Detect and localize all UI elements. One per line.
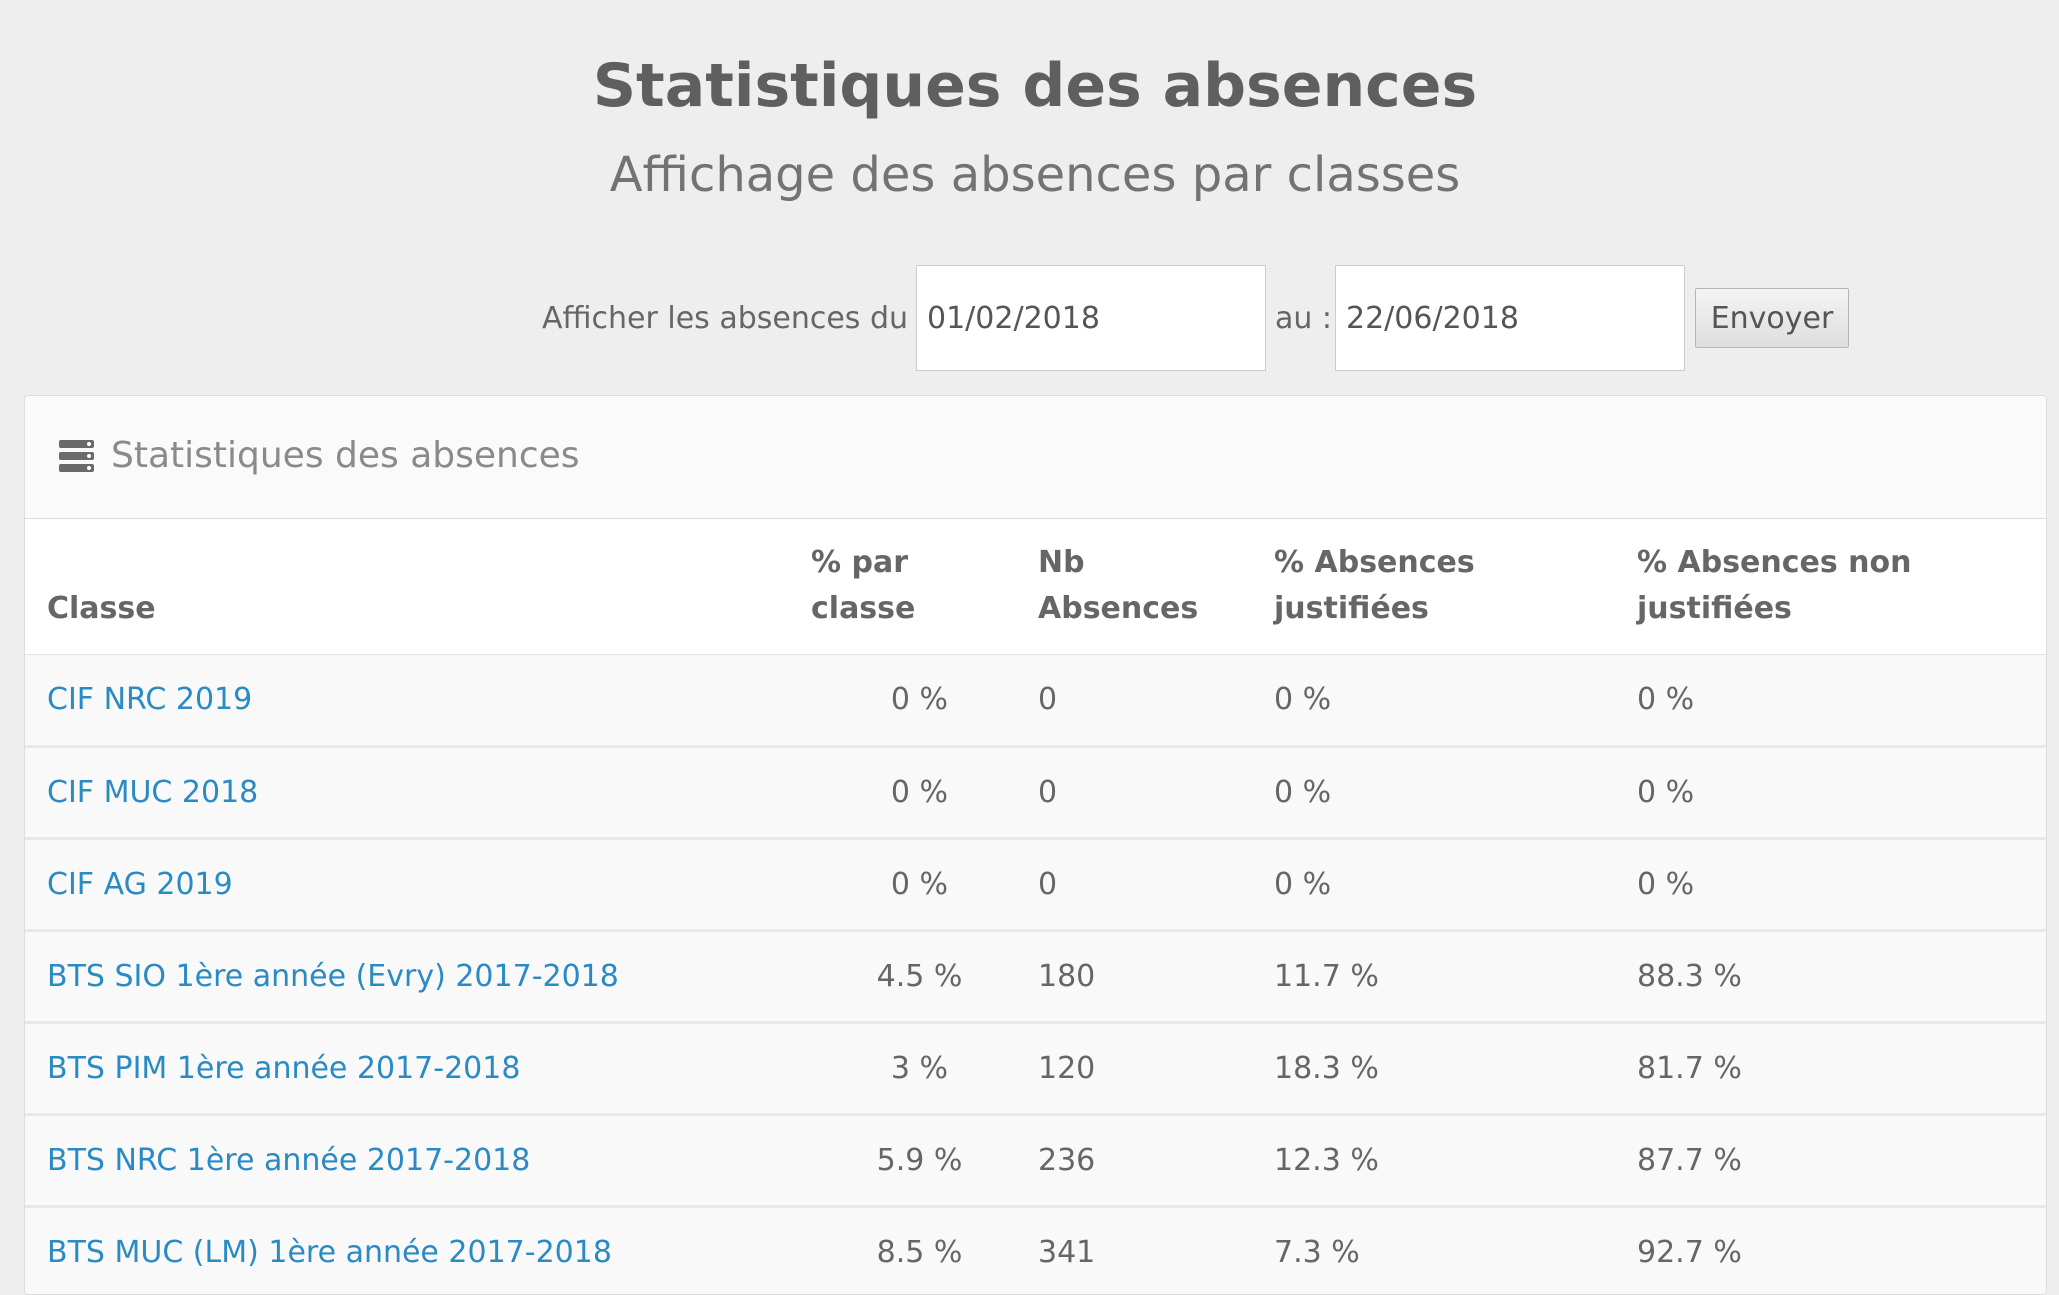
cell-nb-absences: 0 — [1038, 746, 1274, 840]
cell-pct-non-justifiees: 0 % — [1637, 746, 2046, 840]
cell-pct-non-justifiees: 87.7 % — [1637, 1114, 2046, 1208]
header-absences-justifiees[interactable]: % Absences justifiées — [1274, 519, 1637, 655]
header-just-line2: justifiées — [1274, 590, 1429, 626]
class-link[interactable]: BTS PIM 1ère année 2017-2018 — [47, 1050, 521, 1086]
header-just-line1: % Absences — [1274, 544, 1475, 580]
table-row: BTS SIO 1ère année (Evry) 2017-2018 4.5 … — [25, 930, 2046, 1024]
header-absences-non-justifiees[interactable]: % Absences non justifiées — [1637, 519, 2046, 655]
table-row: BTS MUC (LM) 1ère année 2017-2018 8.5 % … — [25, 1206, 2046, 1294]
header-non-just-label: % Absences non justifiées — [1637, 544, 1912, 626]
class-link[interactable]: BTS MUC (LM) 1ère année 2017-2018 — [47, 1234, 612, 1270]
cell-nb-absences: 341 — [1038, 1206, 1274, 1294]
panel-heading: Statistiques des absences — [25, 396, 2046, 519]
cell-pct-classe: 0 % — [811, 838, 1038, 932]
statistics-table: Classe % par classe Nb Absences % Absenc… — [25, 519, 2046, 1294]
cell-pct-justifiees: 18.3 % — [1274, 1022, 1637, 1116]
class-link[interactable]: CIF MUC 2018 — [47, 774, 259, 810]
cell-pct-non-justifiees: 81.7 % — [1637, 1022, 2046, 1116]
header-pct-classe-line2: classe — [811, 590, 916, 626]
cell-pct-non-justifiees: 88.3 % — [1637, 930, 2046, 1024]
cell-pct-justifiees: 7.3 % — [1274, 1206, 1637, 1294]
cell-pct-non-justifiees: 92.7 % — [1637, 1206, 2046, 1294]
class-link[interactable]: BTS NRC 1ère année 2017-2018 — [47, 1142, 531, 1178]
header-nb-absences[interactable]: Nb Absences — [1038, 519, 1274, 655]
date-from-label: Afficher les absences du : — [542, 301, 928, 336]
cell-nb-absences: 0 — [1038, 654, 1274, 748]
cell-nb-absences: 120 — [1038, 1022, 1274, 1116]
page-subtitle: Affichage des absences par classes — [609, 146, 1461, 203]
header-nb-line1: Nb — [1038, 544, 1085, 580]
header-nb-line2: Absences — [1038, 590, 1199, 626]
table-row: BTS PIM 1ère année 2017-2018 3 % 120 18.… — [25, 1022, 2046, 1116]
table-row: CIF NRC 2019 0 % 0 0 % 0 % — [25, 654, 2046, 748]
cell-pct-justifiees: 0 % — [1274, 654, 1637, 748]
table-header-row: Classe % par classe Nb Absences % Absenc… — [25, 519, 2046, 655]
server-stack-icon — [59, 440, 94, 472]
cell-pct-justifiees: 12.3 % — [1274, 1114, 1637, 1208]
table-row: CIF MUC 2018 0 % 0 0 % 0 % — [25, 746, 2046, 840]
cell-pct-classe: 5.9 % — [811, 1114, 1038, 1208]
panel-title: Statistiques des absences — [111, 435, 580, 476]
header-classe-label: Classe — [47, 590, 156, 626]
cell-pct-justifiees: 11.7 % — [1274, 930, 1637, 1024]
table-row: CIF AG 2019 0 % 0 0 % 0 % — [25, 838, 2046, 932]
cell-pct-justifiees: 0 % — [1274, 746, 1637, 840]
cell-nb-absences: 0 — [1038, 838, 1274, 932]
cell-pct-non-justifiees: 0 % — [1637, 654, 2046, 748]
table-row: BTS NRC 1ère année 2017-2018 5.9 % 236 1… — [25, 1114, 2046, 1208]
cell-pct-justifiees: 0 % — [1274, 838, 1637, 932]
class-link[interactable]: CIF NRC 2019 — [47, 682, 253, 717]
cell-pct-classe: 8.5 % — [811, 1206, 1038, 1294]
submit-button[interactable]: Envoyer — [1695, 288, 1849, 348]
cell-pct-classe: 3 % — [811, 1022, 1038, 1116]
cell-pct-classe: 0 % — [811, 746, 1038, 840]
statistics-panel: Statistiques des absences Classe % par c… — [24, 395, 2047, 1295]
cell-pct-classe: 4.5 % — [811, 930, 1038, 1024]
cell-nb-absences: 236 — [1038, 1114, 1274, 1208]
page-title: Statistiques des absences — [592, 51, 1478, 122]
header-pct-classe[interactable]: % par classe — [811, 519, 1038, 655]
cell-pct-non-justifiees: 0 % — [1637, 838, 2046, 932]
header-pct-classe-line1: % par — [811, 544, 909, 580]
date-to-label: au : — [1275, 301, 1333, 336]
cell-nb-absences: 180 — [1038, 930, 1274, 1024]
date-to-input[interactable] — [1335, 265, 1685, 371]
cell-pct-classe: 0 % — [811, 654, 1038, 748]
class-link[interactable]: CIF AG 2019 — [47, 866, 233, 902]
header-classe[interactable]: Classe — [25, 519, 811, 655]
date-from-input[interactable] — [916, 265, 1266, 371]
class-link[interactable]: BTS SIO 1ère année (Evry) 2017-2018 — [47, 958, 619, 994]
